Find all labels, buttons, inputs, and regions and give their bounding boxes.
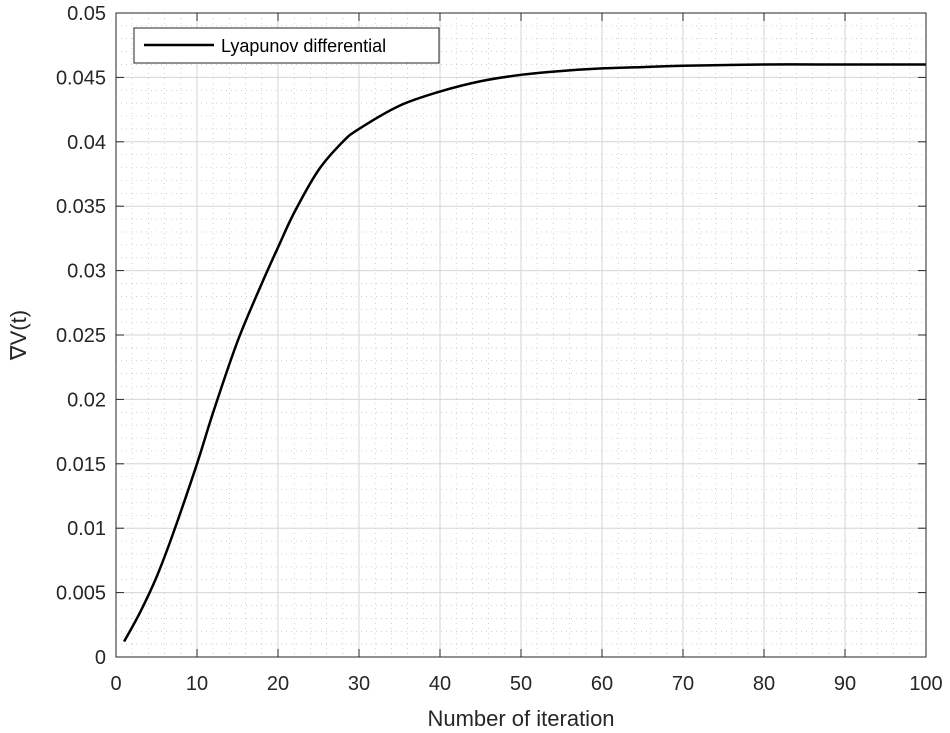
x-axis-title: Number of iteration bbox=[427, 706, 614, 731]
series-line-lyapunov-differential bbox=[123, 63, 926, 643]
x-axis-ticks: 0 10 20 30 40 50 60 70 80 90 100 bbox=[110, 13, 943, 695]
y-axis-title: ∇V(t) bbox=[6, 310, 31, 361]
x-tick-label: 50 bbox=[510, 673, 532, 695]
y-tick-label: 0.035 bbox=[56, 196, 106, 218]
y-tick-label: 0.025 bbox=[56, 325, 106, 347]
x-tick-label: 60 bbox=[591, 673, 613, 695]
y-tick-label: 0.05 bbox=[67, 3, 106, 25]
legend: Lyapunov differential bbox=[133, 27, 440, 64]
x-tick-label: 10 bbox=[186, 673, 208, 695]
x-tick-label: 100 bbox=[909, 673, 942, 695]
y-tick-label: 0.04 bbox=[67, 132, 106, 154]
y-tick-label: 0.015 bbox=[56, 454, 106, 476]
y-tick-label: 0.045 bbox=[56, 67, 106, 89]
legend-label: Lyapunov differential bbox=[221, 36, 386, 56]
y-tick-label: 0.005 bbox=[56, 583, 106, 605]
x-tick-label: 70 bbox=[672, 673, 694, 695]
x-tick-label: 30 bbox=[348, 673, 370, 695]
y-tick-label: 0.02 bbox=[67, 389, 106, 411]
y-tick-label: 0 bbox=[95, 647, 106, 669]
x-tick-label: 20 bbox=[267, 673, 289, 695]
y-tick-label: 0.03 bbox=[67, 261, 106, 283]
x-tick-label: 0 bbox=[110, 673, 121, 695]
series-layer bbox=[123, 63, 926, 643]
x-tick-label: 40 bbox=[429, 673, 451, 695]
x-tick-label: 90 bbox=[834, 673, 856, 695]
y-axis-ticks: 0 0.005 0.01 0.015 0.02 0.025 0.03 0.035 0.04 0.0… bbox=[56, 3, 926, 669]
y-tick-label: 0.01 bbox=[67, 518, 106, 540]
x-tick-label: 80 bbox=[753, 673, 775, 695]
